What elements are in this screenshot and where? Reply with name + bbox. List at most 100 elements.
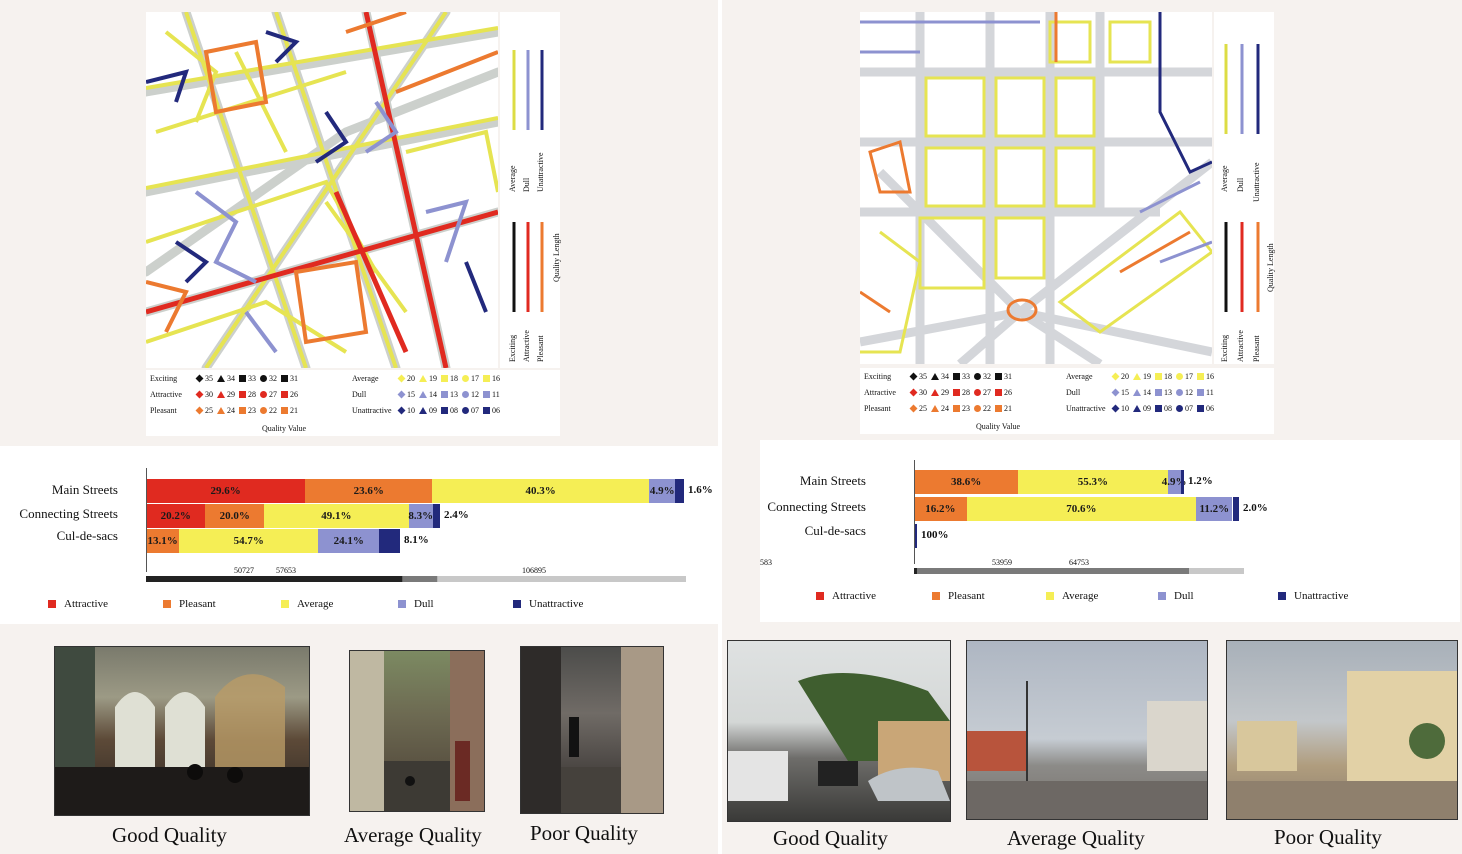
quality-legend-row: Average 20 19 18 17 16 bbox=[352, 374, 504, 383]
quality-legend-value: 28 bbox=[239, 390, 256, 399]
legend-label-unattractive: Unattractive bbox=[1252, 162, 1261, 202]
quality-legend-number: 35 bbox=[919, 372, 927, 381]
legend-label: Pleasant bbox=[948, 590, 985, 602]
quality-swatch-icon bbox=[419, 407, 427, 414]
category-label: Connecting Streets bbox=[767, 499, 866, 514]
quality-value-title: Quality Value bbox=[976, 422, 1021, 431]
legend-item-pleasant: Pleasant bbox=[163, 598, 216, 610]
quality-swatch-icon bbox=[953, 405, 960, 412]
bar-segment-attractive: 29.6% bbox=[146, 479, 306, 503]
legend-label: Dull bbox=[414, 598, 434, 610]
quality-legend-number: 06 bbox=[492, 406, 500, 415]
quality-legend-number: 09 bbox=[429, 406, 437, 415]
quality-legend-value: 20 bbox=[1111, 372, 1129, 381]
quality-swatch-icon bbox=[995, 373, 1002, 380]
legend-swatch-icon bbox=[816, 592, 824, 600]
quality-legend-value: 33 bbox=[239, 374, 256, 383]
quality-legend-category: Exciting bbox=[150, 374, 178, 383]
quality-legend-number: 33 bbox=[962, 372, 970, 381]
quality-legend-value: 22 bbox=[260, 406, 277, 415]
quality-swatch-icon bbox=[1176, 405, 1183, 412]
bar-segment-average: 55.3% bbox=[1018, 470, 1168, 494]
legend-label-attractive: Attractive bbox=[522, 330, 531, 362]
quality-legend-category: Attractive bbox=[150, 390, 182, 399]
quality-legend-value: 08 bbox=[1155, 404, 1172, 413]
quality-legend-value: 07 bbox=[462, 406, 479, 415]
quality-swatch-icon bbox=[1155, 405, 1162, 412]
quality-legend-number: 25 bbox=[205, 406, 213, 415]
quality-swatch-icon bbox=[260, 391, 267, 398]
quality-legend-number: 10 bbox=[1121, 404, 1129, 413]
legend-swatch-icon bbox=[163, 600, 171, 608]
quality-swatch-icon bbox=[995, 405, 1002, 412]
quality-legend-number: 30 bbox=[919, 388, 927, 397]
quality-legend-value: 25 bbox=[195, 406, 213, 415]
quality-legend-value: 16 bbox=[1197, 372, 1214, 381]
quality-legend-value: 29 bbox=[217, 390, 235, 399]
scale-label: 57653 bbox=[276, 566, 296, 575]
quality-legend-category: Exciting bbox=[864, 372, 892, 381]
bar-segment-average: 49.1% bbox=[264, 504, 409, 528]
bar-value-label: 49.1% bbox=[321, 510, 352, 522]
legend-label-average: Average bbox=[1220, 165, 1229, 193]
quality-legend-value: 10 bbox=[1111, 404, 1129, 413]
bar-segment-unattractive bbox=[1232, 497, 1239, 521]
quality-swatch-icon bbox=[260, 375, 267, 382]
left-street-quality-map bbox=[146, 12, 498, 368]
quality-legend-value: 09 bbox=[419, 406, 437, 415]
bar-segment-pleasant: 20.0% bbox=[205, 504, 265, 528]
right-map-vertical-legend: Average Dull Unattractive Exciting Attra… bbox=[1214, 12, 1275, 364]
quality-legend-number: 11 bbox=[1206, 388, 1214, 397]
legend-label-quality-length: Quality Length bbox=[1266, 243, 1275, 292]
bar-segment-unattractive bbox=[914, 524, 917, 548]
quality-legend-value: 19 bbox=[419, 374, 437, 383]
quality-legend-value: 15 bbox=[1111, 388, 1129, 397]
quality-legend-value: 23 bbox=[239, 406, 256, 415]
quality-legend-number: 10 bbox=[407, 406, 415, 415]
legend-item-dull: Dull bbox=[398, 598, 434, 610]
bar-segment-average: 40.3% bbox=[432, 479, 650, 503]
quality-swatch-icon bbox=[1133, 389, 1141, 396]
bar-segment-attractive: 20.2% bbox=[146, 504, 206, 528]
bar-segment-pleasant: 13.1% bbox=[146, 529, 180, 553]
quality-swatch-icon bbox=[1111, 372, 1120, 381]
quality-legend-category: Pleasant bbox=[150, 406, 177, 415]
quality-legend-number: 34 bbox=[227, 374, 235, 383]
left-poor-quality-caption: Poor Quality bbox=[530, 821, 638, 845]
quality-legend-number: 12 bbox=[471, 390, 479, 399]
quality-legend-value: 25 bbox=[909, 404, 927, 413]
quality-legend-number: 23 bbox=[962, 404, 970, 413]
legend-swatch-icon bbox=[513, 600, 521, 608]
street-length-scale bbox=[914, 568, 1244, 574]
quality-legend-value: 27 bbox=[260, 390, 277, 399]
quality-swatch-icon bbox=[931, 405, 939, 412]
quality-legend-number: 28 bbox=[248, 390, 256, 399]
quality-legend-category: Average bbox=[352, 374, 379, 383]
scale-segment bbox=[146, 576, 403, 582]
legend-label-dull: Dull bbox=[522, 177, 531, 192]
quality-legend-number: 06 bbox=[1206, 404, 1214, 413]
quality-legend-number: 21 bbox=[1004, 404, 1012, 413]
quality-legend-value: 32 bbox=[260, 374, 277, 383]
quality-swatch-icon bbox=[1155, 373, 1162, 380]
legend-label: Unattractive bbox=[1294, 590, 1349, 602]
bar-segment-unattractive bbox=[432, 504, 440, 528]
quality-swatch-icon bbox=[239, 391, 246, 398]
bar-value-label: 20.2% bbox=[160, 510, 191, 522]
legend-item-unattractive: Unattractive bbox=[513, 598, 583, 610]
legend-label-unattractive: Unattractive bbox=[536, 152, 545, 192]
bar-segment-dull: 4.9% bbox=[649, 479, 676, 503]
quality-swatch-icon bbox=[462, 407, 469, 414]
quality-legend-number: 34 bbox=[941, 372, 949, 381]
left-average-quality-caption: Average Quality bbox=[344, 823, 482, 847]
legend-item-attractive: Attractive bbox=[816, 590, 876, 602]
bar-value-label: 4.9% bbox=[1161, 476, 1187, 488]
quality-legend-value: 34 bbox=[931, 372, 949, 381]
quality-swatch-icon bbox=[1111, 388, 1120, 397]
quality-legend-number: 27 bbox=[269, 390, 277, 399]
quality-legend-value: 11 bbox=[1197, 388, 1214, 397]
right-chart: Main Streets Connecting Streets Cul-de-sac… bbox=[760, 440, 1460, 622]
quality-legend-value: 21 bbox=[281, 406, 298, 415]
legend-label-exciting: Exciting bbox=[508, 334, 517, 362]
category-label: Cul-de-sacs bbox=[56, 528, 118, 543]
